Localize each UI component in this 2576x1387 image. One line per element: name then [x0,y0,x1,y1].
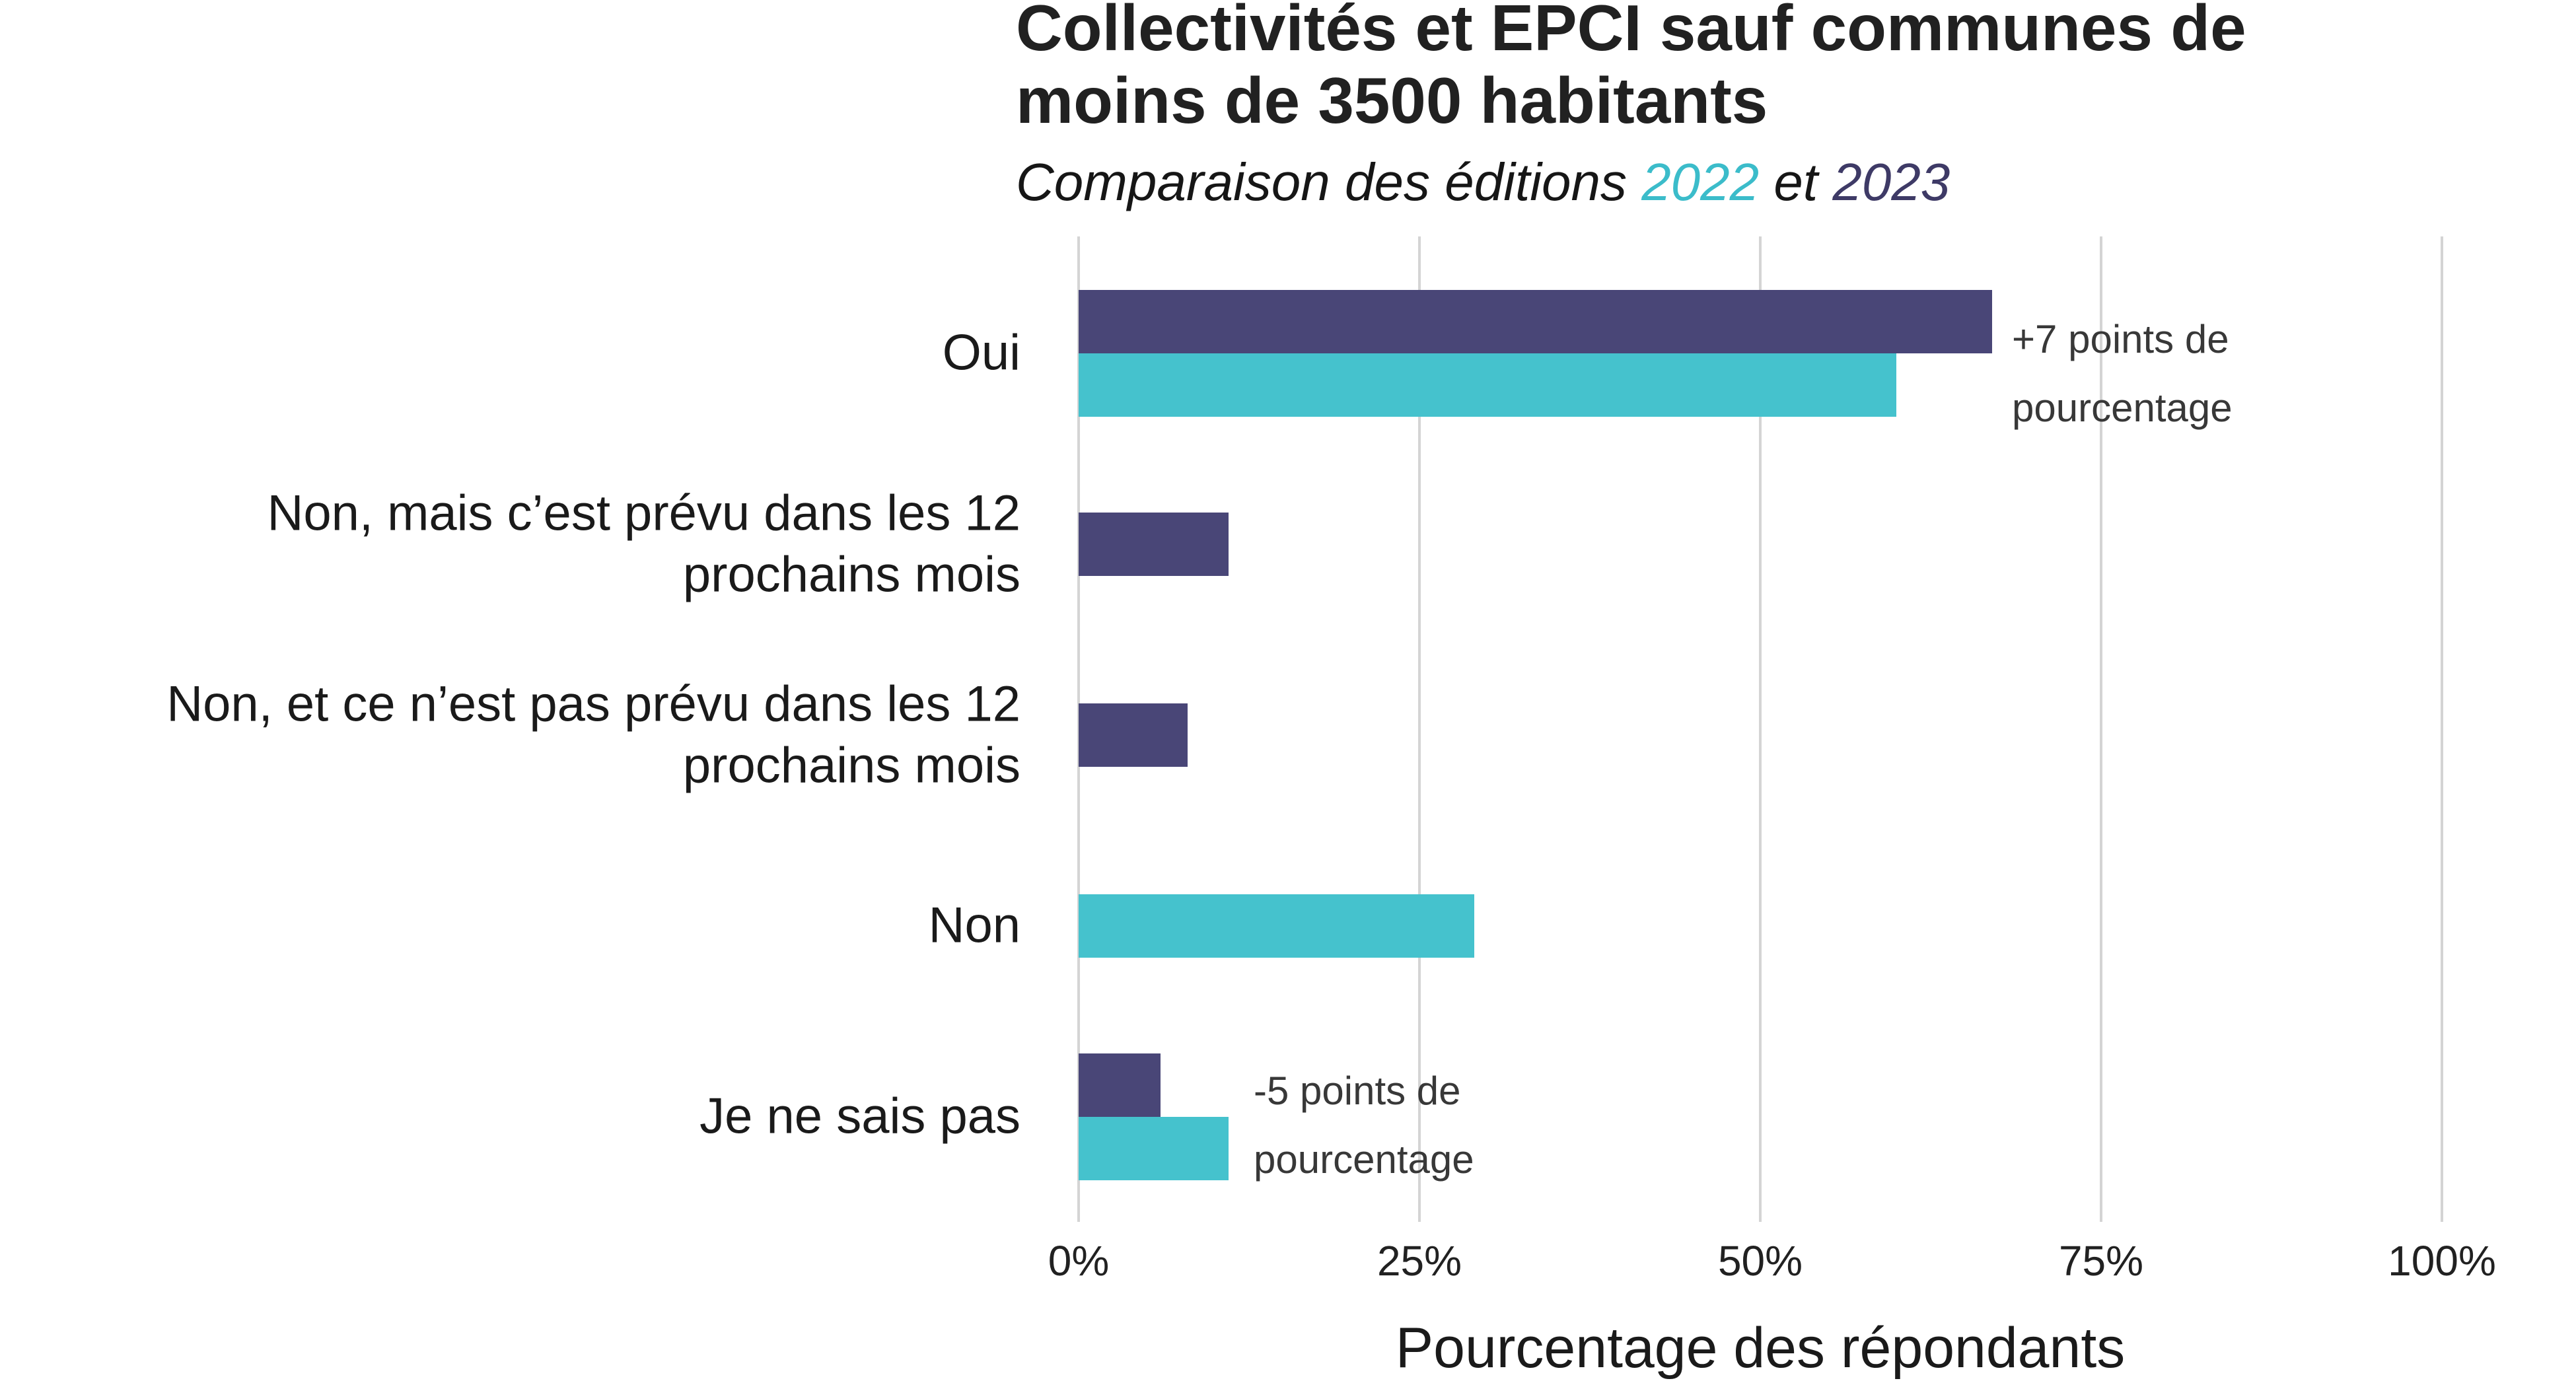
x-tick-0pct: 0% [1048,1237,1110,1285]
annotation-line: pourcentage [1254,1137,1474,1182]
category-label-4: Je ne sais pas [699,1086,1020,1148]
chart-title-line-1: Collectivités et EPCI sauf communes de [1016,0,2246,64]
chart-subtitle: Comparaison des éditions 2022 et 2023 [1016,151,1950,214]
subtitle-year-2022: 2022 [1641,153,1760,211]
bar-2022-3 [1079,894,1474,958]
category-label-line: Non, mais c’est prévu dans les 12 [267,485,1020,542]
category-label-line: Non [928,897,1020,954]
bar-2023-2 [1079,703,1188,767]
category-label-0: Oui [943,323,1020,384]
category-label-1: Non, mais c’est prévu dans les 12 prochai… [267,483,1020,605]
chart-title-line-2: moins de 3500 habitants [1016,63,1768,137]
bar-2022-4 [1079,1117,1229,1180]
x-axis-title: Pourcentage des répondants [1395,1316,2126,1380]
chart-title: Collectivités et EPCI sauf communes de m… [1016,0,2246,137]
subtitle-prefix: Comparaison des éditions [1016,153,1642,211]
category-label-line: prochains mois [682,546,1020,602]
x-tick-100pct: 100% [2388,1237,2496,1285]
gridline-50pct [1759,236,1762,1222]
category-label-line: Oui [942,324,1020,381]
annotation-line: +7 points de [2012,317,2229,361]
bar-2022-0 [1079,353,1896,417]
category-label-line: Je ne sais pas [699,1088,1020,1145]
bar-2023-0 [1079,290,1992,353]
gridline-75pct [2100,236,2102,1222]
annotation-line: -5 points de [1254,1069,1461,1113]
category-label-2: Non, et ce n’est pas prévu dans les 12 pr… [166,674,1020,796]
category-label-line: Non, et ce n’est pas prévu dans les 12 [166,676,1020,732]
annotation-plus7: +7 points de pourcentage [2012,305,2233,443]
category-label-3: Non [929,896,1020,957]
annotation-line: pourcentage [2012,386,2233,430]
x-tick-50pct: 50% [1717,1237,1803,1285]
x-tick-25pct: 25% [1377,1237,1462,1285]
bar-2023-4 [1079,1053,1161,1117]
bar-2023-1 [1079,513,1229,576]
category-label-line: prochains mois [682,737,1020,793]
x-tick-75pct: 75% [2058,1237,2144,1285]
subtitle-middle: et [1759,153,1833,211]
gridline-100pct [2441,236,2443,1222]
annotation-minus5: -5 points de pourcentage [1254,1057,1474,1194]
subtitle-year-2023: 2023 [1832,153,1950,211]
gridline-25pct [1418,236,1421,1222]
